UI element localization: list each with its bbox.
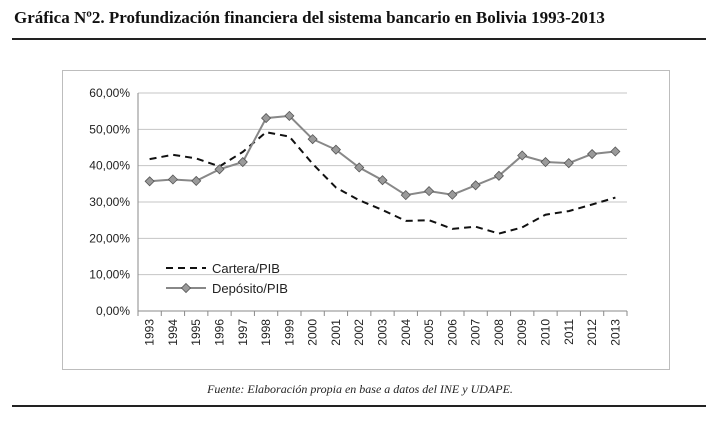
data-point [563, 158, 574, 169]
x-tick-label: 2007 [469, 319, 483, 346]
y-tick-label: 30,00% [89, 195, 130, 209]
y-axis-ticks: 0,00% 10,00% 20,00% 30,00% 40,00% 50,00% 60,00… [89, 86, 130, 318]
x-tick-label: 1996 [213, 319, 227, 346]
data-point [587, 148, 598, 160]
y-tick-label: 10,00% [89, 268, 130, 282]
y-tick-label: 60,00% [89, 86, 130, 100]
bottom-rule [12, 405, 706, 407]
legend-label: Depósito/PIB [212, 281, 288, 296]
legend-label: Cartera/PIB [212, 261, 280, 276]
x-tick-label: 2009 [515, 319, 529, 346]
y-tick-label: 20,00% [89, 231, 130, 245]
data-point [400, 190, 411, 201]
data-point [214, 164, 225, 175]
data-point [377, 175, 388, 186]
y-tick-label: 40,00% [89, 159, 130, 173]
chart-heading: Gráfica Nº2. Profundización financiera d… [14, 8, 605, 27]
data-point [284, 110, 295, 121]
x-tick-label: 2008 [492, 319, 506, 346]
top-rule [12, 38, 706, 40]
x-axis-ticks: 1993 1994 1995 1996 1997 1998 1999 2000 2001 2002… [137, 311, 628, 346]
y-tick-label: 50,00% [89, 122, 130, 136]
data-point [144, 176, 155, 187]
x-tick-label: 2003 [376, 319, 390, 346]
data-point [424, 186, 435, 197]
legend-marker [180, 282, 192, 294]
x-tick-label: 2004 [399, 319, 413, 346]
series-layer [144, 110, 621, 235]
x-tick-label: 2013 [608, 319, 622, 346]
x-tick-label: 1997 [236, 319, 250, 346]
x-tick-label: 2002 [352, 319, 366, 346]
data-point [167, 174, 178, 185]
legend: Cartera/PIB Depósito/PIB [166, 261, 288, 296]
x-tick-label: 2011 [562, 319, 576, 345]
data-point [330, 144, 341, 155]
data-point [540, 156, 551, 168]
x-tick-label: 1994 [166, 319, 180, 346]
data-point [610, 146, 621, 157]
source-note: Fuente: Elaboración propia en base a dat… [207, 382, 513, 396]
x-tick-label: 1995 [189, 319, 203, 346]
data-point [447, 189, 458, 200]
chart-frame [62, 70, 670, 370]
series-line [149, 131, 616, 235]
grid-lines [137, 92, 627, 312]
data-point [261, 113, 272, 124]
x-tick-label: 1998 [259, 319, 273, 346]
x-tick-label: 2001 [329, 319, 343, 346]
x-tick-label: 1999 [282, 319, 296, 346]
data-point [470, 180, 481, 191]
data-point [191, 175, 202, 186]
x-tick-label: 2010 [539, 319, 553, 346]
data-point [517, 150, 528, 161]
series-1 [144, 110, 621, 201]
series-0 [149, 131, 616, 235]
x-tick-label: 2005 [422, 319, 436, 346]
data-point [493, 170, 504, 181]
data-point [354, 162, 365, 173]
data-point [237, 156, 248, 168]
y-tick-label: 0,00% [96, 304, 130, 318]
x-tick-label: 2012 [585, 319, 599, 346]
x-tick-label: 2006 [445, 319, 459, 346]
x-tick-label: 1993 [143, 319, 157, 346]
data-point [307, 134, 318, 145]
x-tick-label: 2000 [306, 319, 320, 346]
